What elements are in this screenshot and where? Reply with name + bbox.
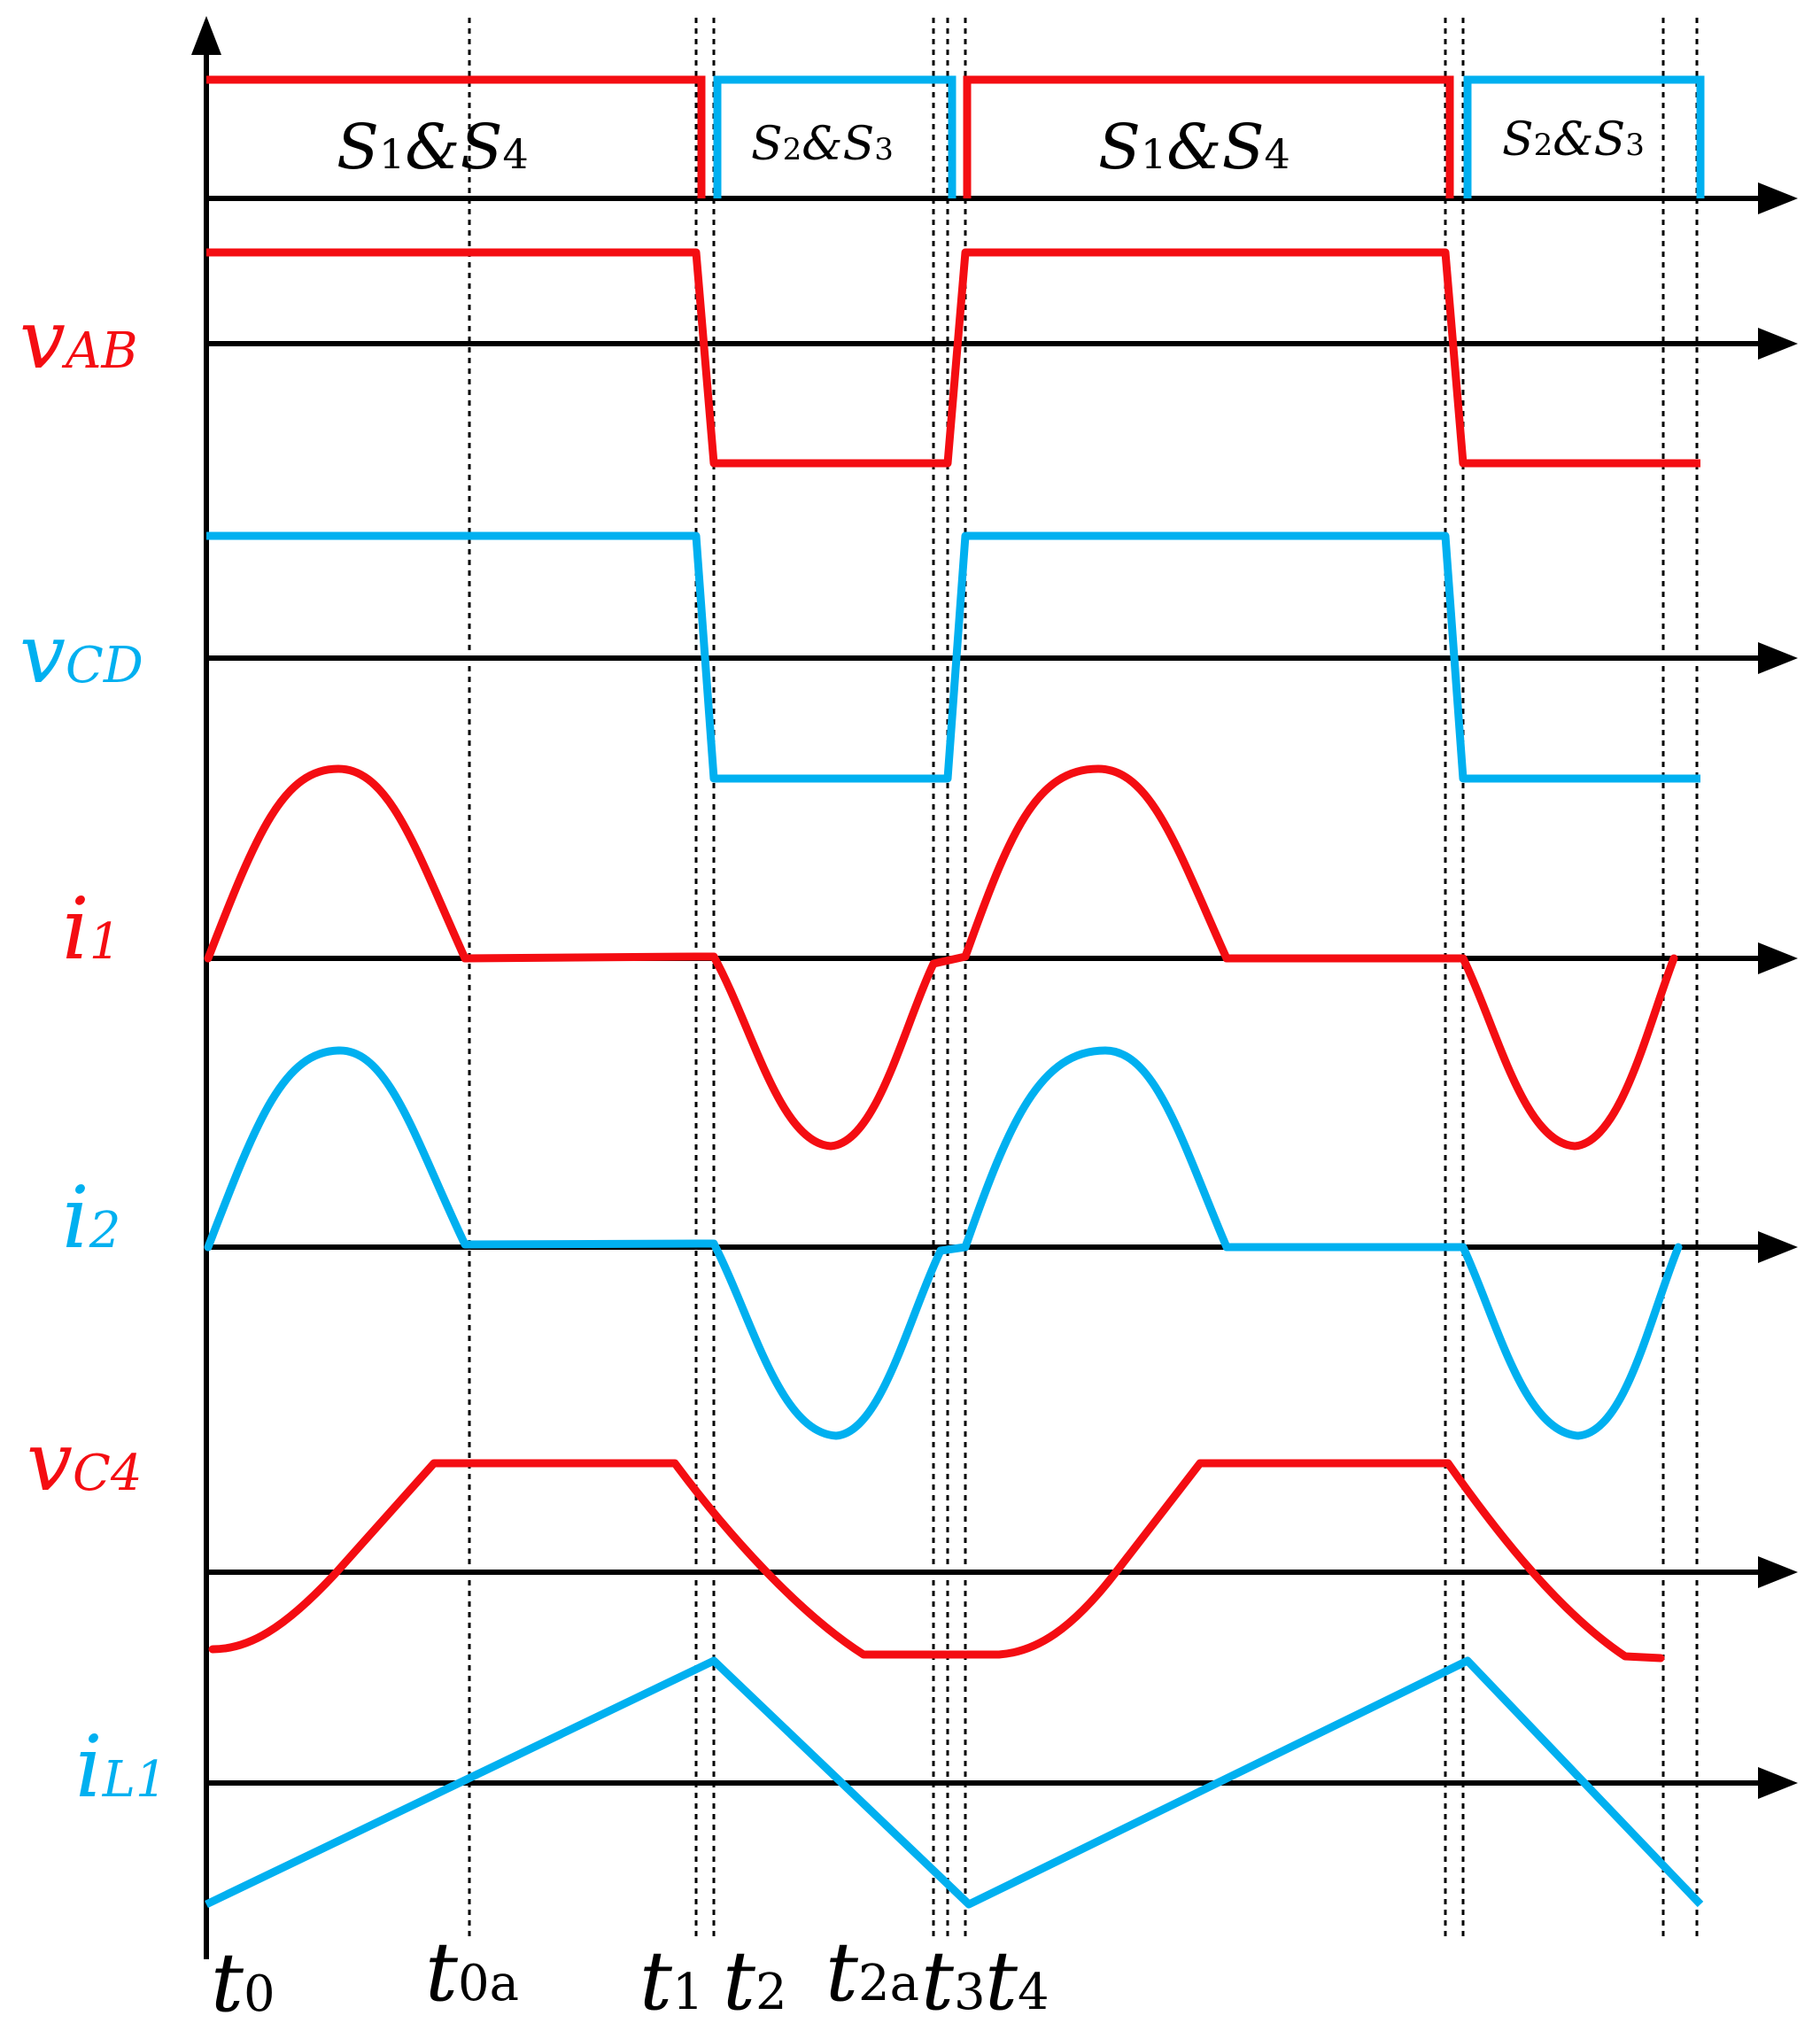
waveform-i1 xyxy=(204,764,1678,1151)
time-label-t4: t4 xyxy=(985,1934,1049,2028)
time-label-t0a: t0a xyxy=(425,1925,519,2019)
gate-label-s2s3-a: S2&S3 xyxy=(751,118,894,171)
gate-label-s1s4-b: S1&S4 xyxy=(1098,111,1290,183)
label-i2: i2 xyxy=(62,1168,120,1267)
gate-label-s1s4-a: S1&S4 xyxy=(337,111,529,183)
time-label-t1: t1 xyxy=(639,1934,704,2028)
waveform-vab xyxy=(206,248,1700,468)
time-label-t2: t2 xyxy=(723,1934,787,2028)
waveform-vc4 xyxy=(208,1459,1665,1663)
waveform-vcd xyxy=(206,531,1700,783)
time-labels: t0 t0a t1 t2 t2a t3 t4 xyxy=(211,1925,1049,2030)
waveform-il1 xyxy=(205,1656,1704,1909)
arrowhead-vcd xyxy=(1758,642,1798,674)
label-i1: i1 xyxy=(62,880,120,979)
label-il1: iL1 xyxy=(75,1717,167,1817)
gate-s2s3-pulse-2 xyxy=(1463,75,1705,198)
gate-s2s3-pulse-1 xyxy=(713,75,956,198)
gate-s1s4-pulse-1 xyxy=(206,75,706,198)
arrowhead-i2 xyxy=(1758,1231,1798,1263)
gate-label-s2s3-b: S2&S3 xyxy=(1502,113,1645,167)
arrowhead-i1 xyxy=(1758,942,1798,974)
gate-s1s4-pulse-2 xyxy=(963,75,1454,198)
time-marker-lines xyxy=(468,18,1699,1940)
time-label-t2a: t2a xyxy=(825,1925,919,2019)
vertical-axis-arrowhead xyxy=(191,16,221,55)
arrowhead-il1 xyxy=(1758,1767,1798,1799)
arrowhead-gate xyxy=(1758,182,1798,214)
gate-waveforms xyxy=(206,75,1705,198)
label-vab: vAB xyxy=(19,292,138,387)
axis-arrowheads xyxy=(1758,182,1798,1799)
horizontal-axes xyxy=(206,196,1758,1786)
label-vcd: vCD xyxy=(19,607,143,702)
arrowhead-vab xyxy=(1758,328,1798,360)
waveform-i2 xyxy=(204,1046,1683,1440)
arrowhead-vc4 xyxy=(1758,1556,1798,1588)
time-label-t3: t3 xyxy=(921,1934,986,2028)
label-vc4: vC4 xyxy=(27,1415,142,1509)
time-label-t0: t0 xyxy=(211,1935,275,2030)
